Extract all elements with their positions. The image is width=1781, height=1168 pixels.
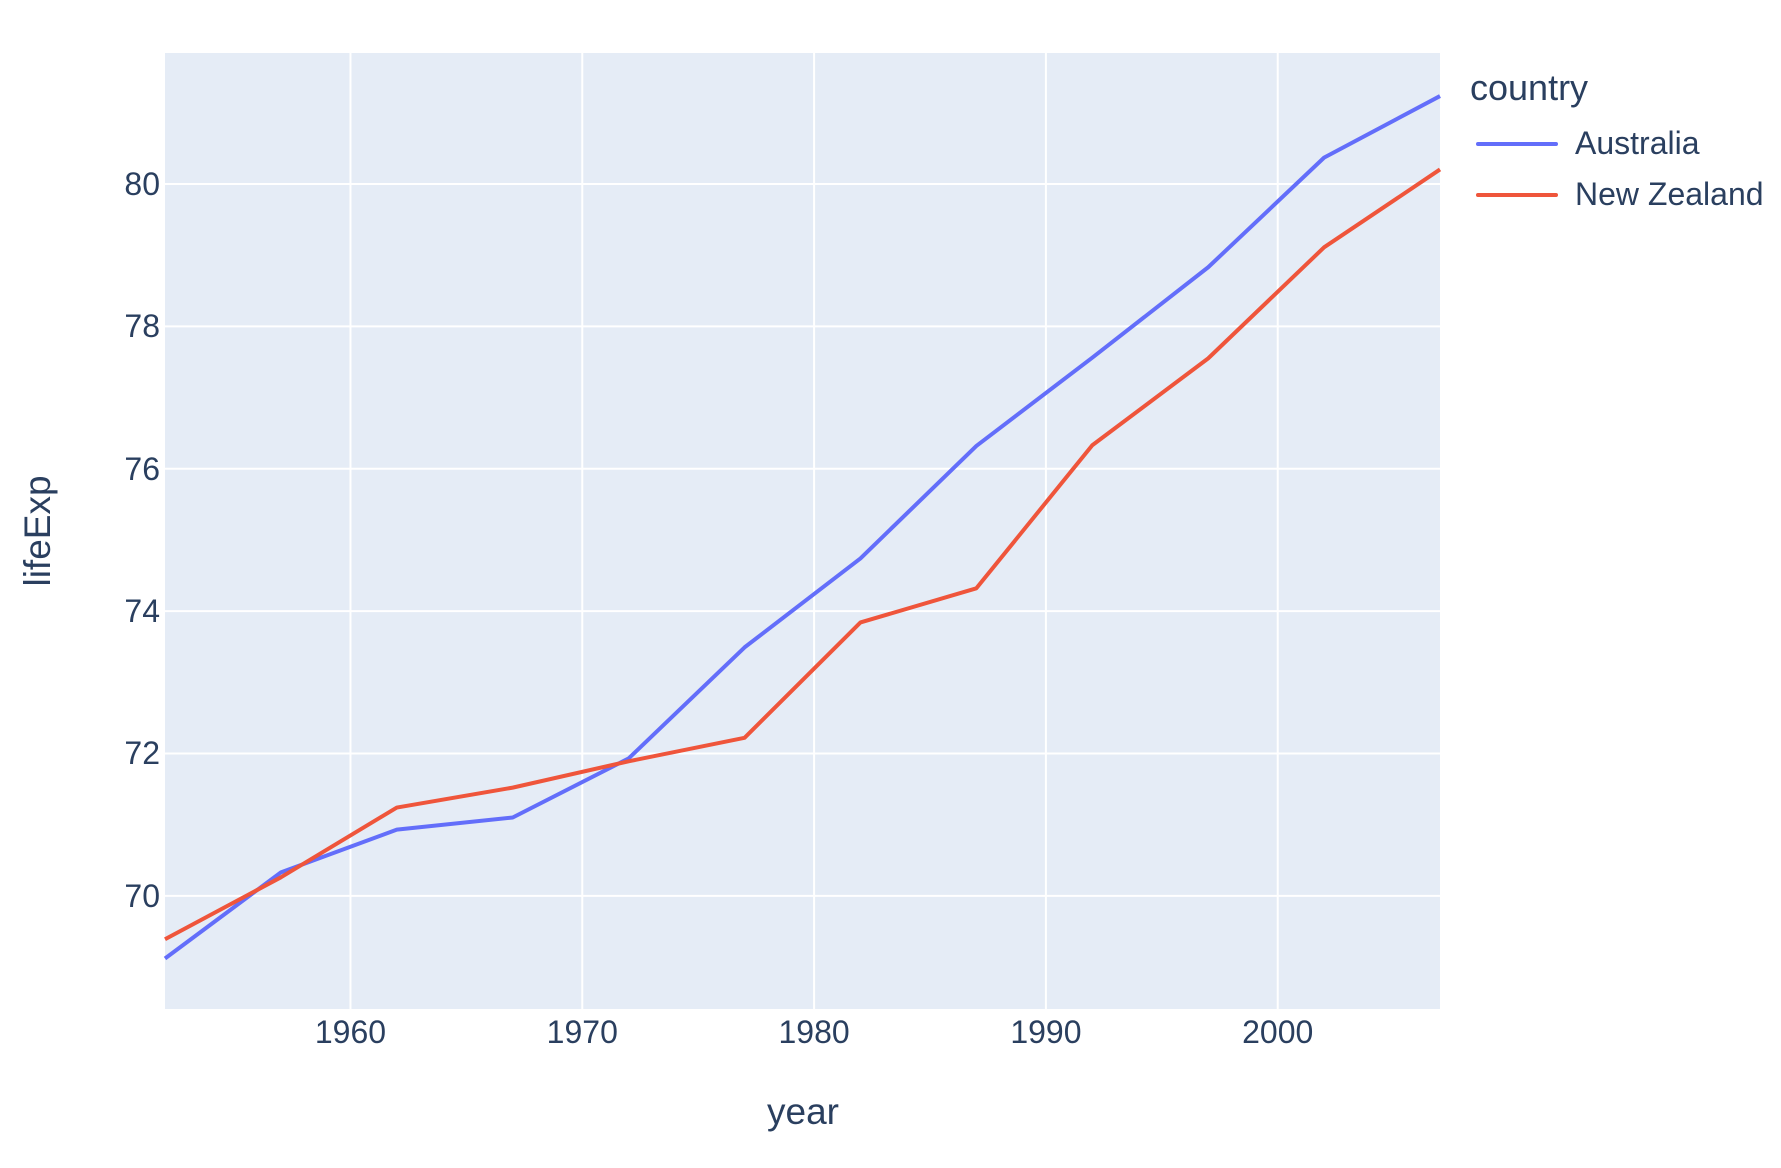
y-tick-label: 80	[124, 165, 160, 202]
legend-items: Australia New Zealand	[1470, 118, 1764, 220]
y-tick-label: 78	[124, 308, 160, 345]
legend-item-new-zealand[interactable]: New Zealand	[1470, 169, 1764, 220]
y-tick-label: 74	[124, 593, 160, 630]
series-lines	[163, 94, 1442, 961]
legend-line-swatch	[1476, 141, 1558, 146]
legend-title: country	[1470, 67, 1589, 108]
legend-line-swatch	[1476, 192, 1558, 197]
x-tick-label: 1970	[546, 1014, 618, 1050]
y-axis-title: lifeExp	[17, 475, 58, 587]
gridlines	[165, 53, 1440, 1009]
y-tick-label: 76	[124, 450, 160, 487]
legend: country Australia New Zealand	[1470, 66, 1764, 220]
y-tick-label: 70	[124, 877, 160, 914]
y-tick-label: 72	[124, 735, 160, 772]
x-tick-label: 1960	[314, 1014, 387, 1050]
plot-background	[165, 53, 1440, 1009]
legend-item-label: Australia	[1575, 125, 1700, 161]
x-axis-title: year	[767, 1091, 839, 1132]
legend-item-australia[interactable]: Australia	[1470, 118, 1764, 169]
x-tick-label: 1990	[1010, 1014, 1082, 1050]
series-line-australia[interactable]	[163, 94, 1441, 961]
x-tick-label: 2000	[1242, 1014, 1314, 1050]
legend-item-label: New Zealand	[1575, 176, 1764, 212]
x-tick-label: 1980	[778, 1014, 850, 1050]
series-line-new-zealand[interactable]	[164, 167, 1442, 942]
